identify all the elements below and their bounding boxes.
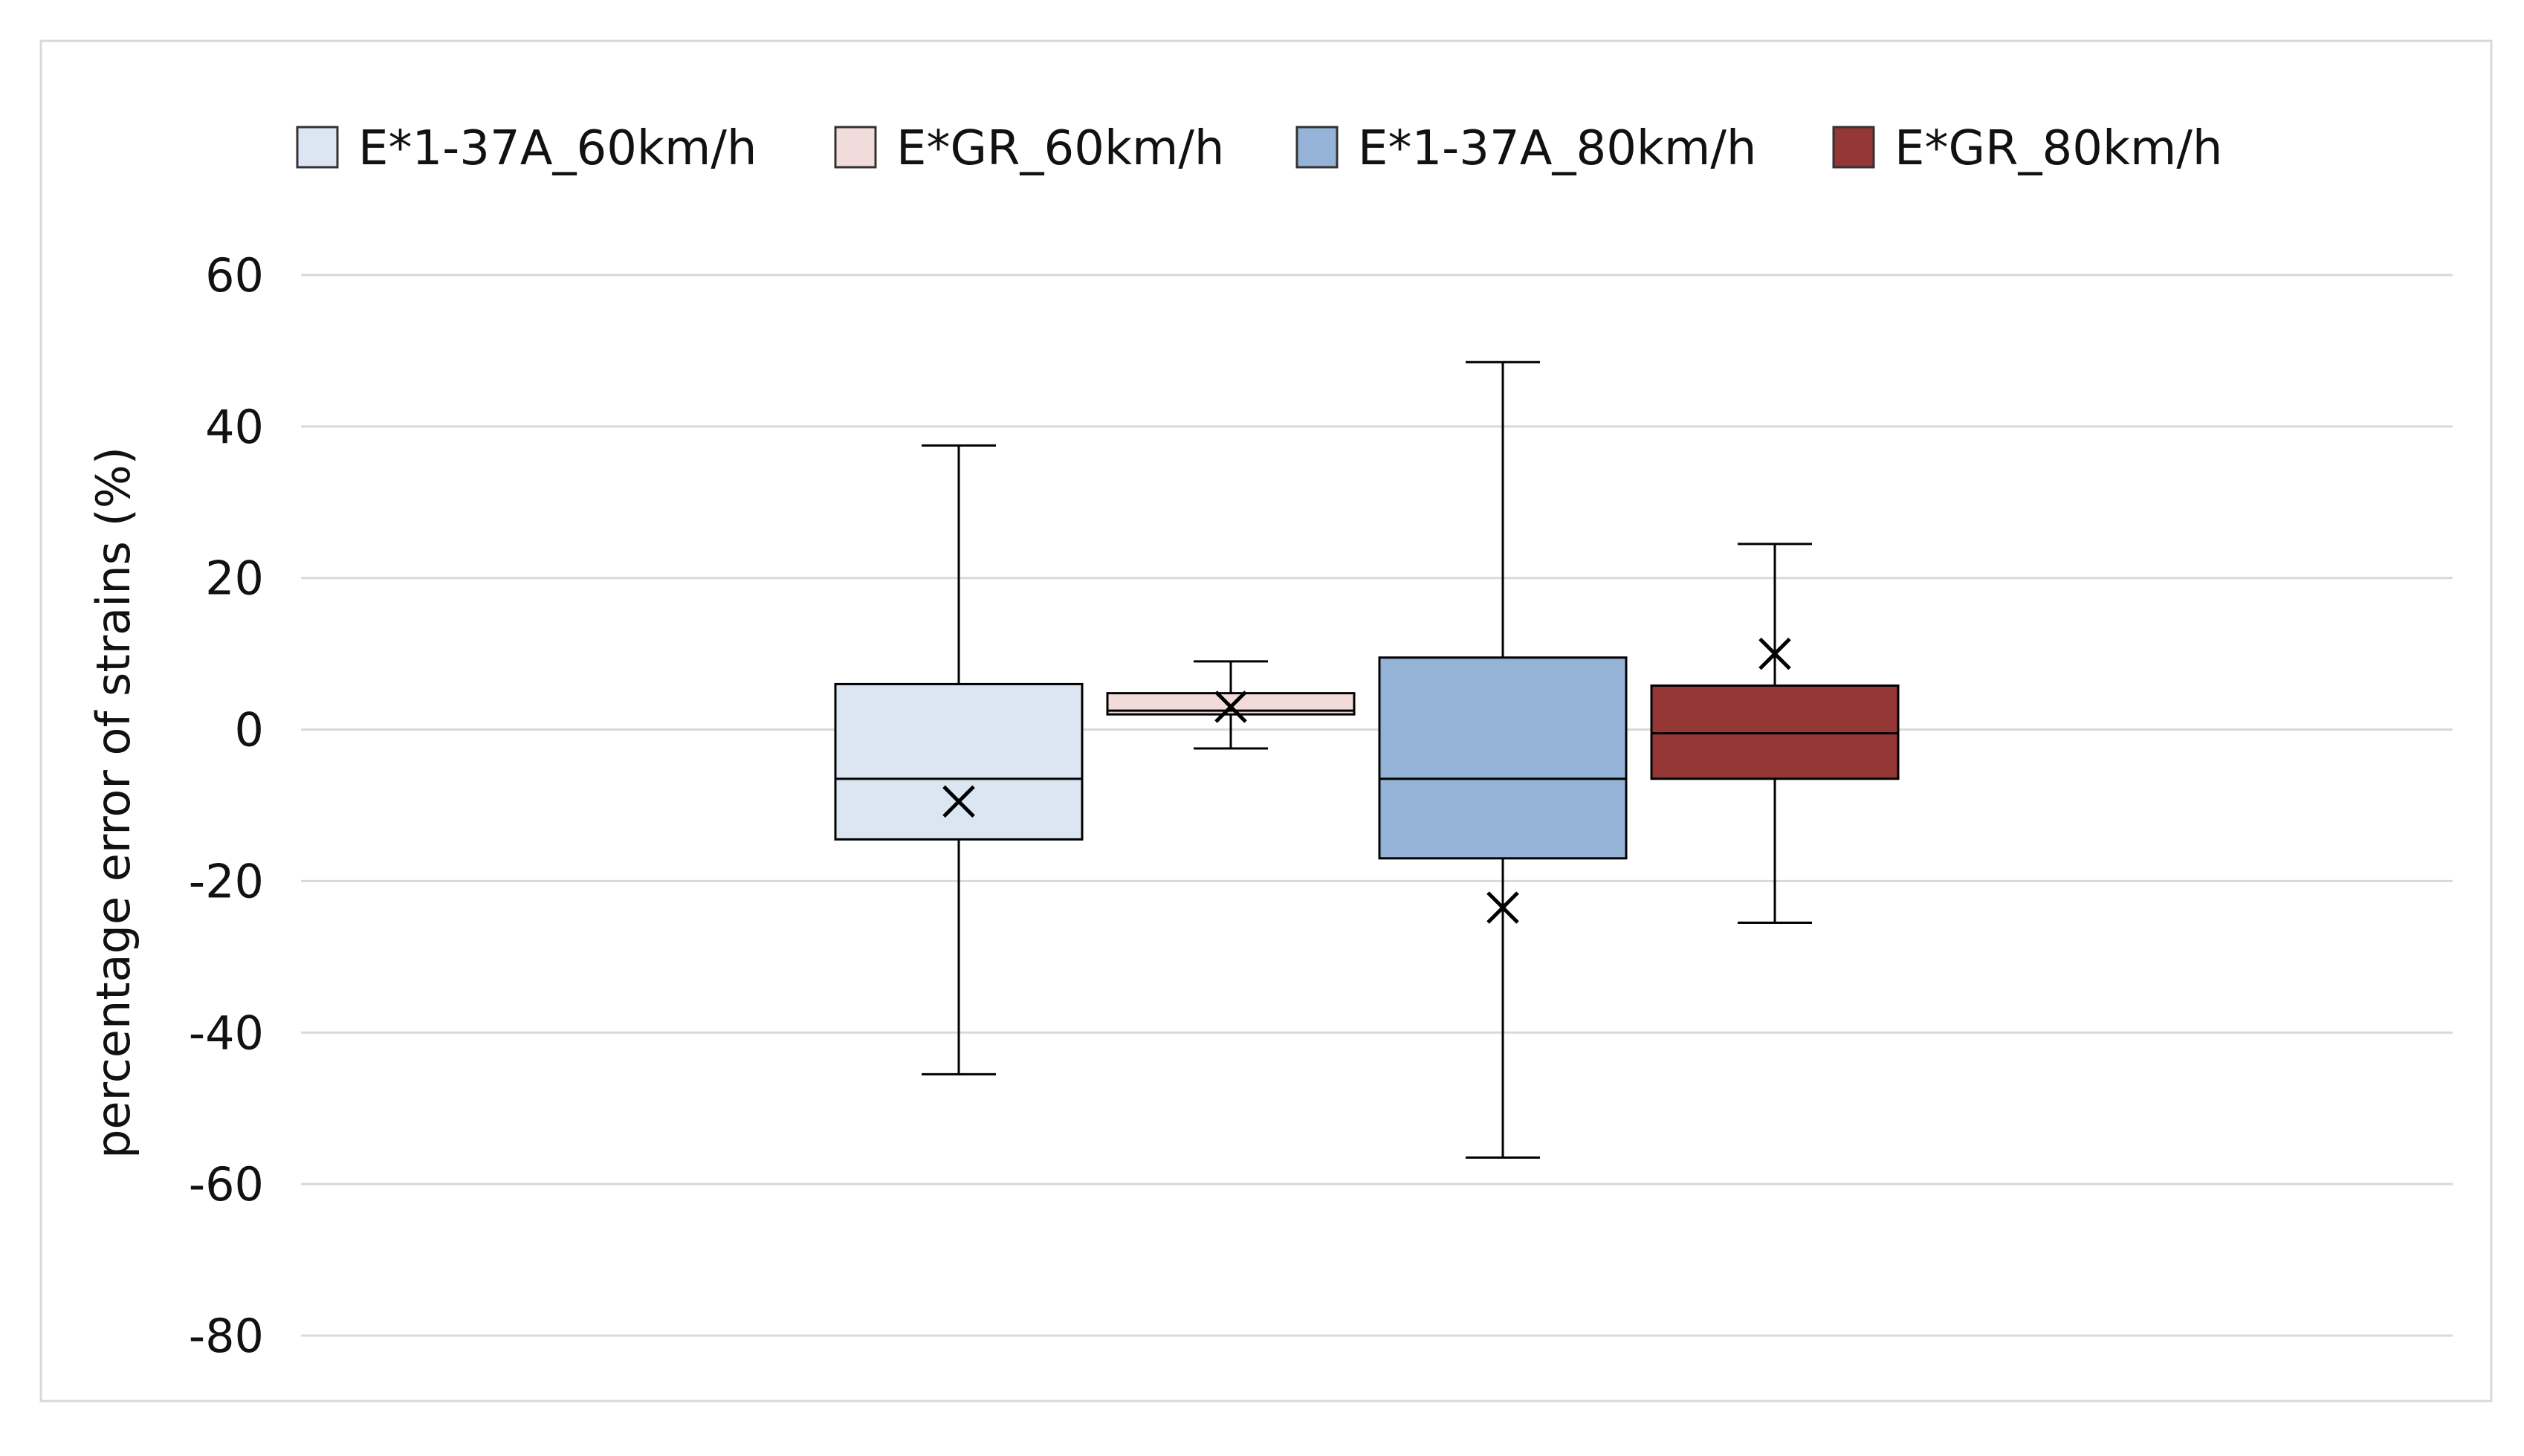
y-tick-label: 40	[205, 400, 264, 454]
y-axis-label: percentage error of strains (%)	[86, 447, 140, 1159]
box-2	[1106, 660, 1356, 750]
legend-item-4: E*GR_80km/h	[1832, 121, 2222, 176]
legend-label: E*GR_80km/h	[1894, 121, 2222, 176]
legend-item-3: E*1-37A_80km/h	[1295, 121, 1756, 176]
y-tick-label: 0	[235, 703, 264, 757]
legend-swatch	[296, 126, 339, 169]
y-tick-label: -20	[189, 854, 264, 908]
box-3	[1378, 360, 1628, 1159]
legend-item-2: E*GR_60km/h	[834, 121, 1224, 176]
legend-swatch	[1295, 126, 1339, 169]
iqr-box	[834, 682, 1084, 841]
mean-marker	[942, 785, 975, 818]
mean-marker	[1758, 637, 1791, 670]
mean-stroke	[1486, 891, 1519, 924]
mean-stroke	[942, 785, 975, 818]
chart-border	[39, 39, 2493, 1402]
y-tick-label: 60	[205, 248, 264, 302]
legend-label: E*1-37A_80km/h	[1358, 121, 1756, 176]
y-tick-label: 20	[205, 551, 264, 606]
box-1	[834, 444, 1084, 1075]
box-4	[1650, 543, 1900, 924]
mean-stroke	[1214, 690, 1247, 723]
legend-swatch	[1832, 126, 1875, 169]
y-axis: 60 40 20 0 -20 -40 -60 -80	[189, 248, 264, 1363]
legend-swatch	[834, 126, 877, 169]
y-tick-label: -40	[189, 1006, 264, 1060]
boxes	[834, 360, 1900, 1159]
gridlines	[301, 274, 2453, 1337]
legend-item-1: E*1-37A_60km/h	[296, 121, 757, 176]
mean-stroke	[1758, 637, 1791, 670]
legend-label: E*GR_60km/h	[896, 121, 1224, 176]
mean-marker	[1486, 891, 1519, 924]
y-tick-label: -60	[189, 1157, 264, 1211]
iqr-box	[1650, 684, 1900, 780]
legend: E*1-37A_60km/h E*GR_60km/h E*1-37A_80km/h E…	[296, 121, 2222, 176]
legend-label: E*1-37A_60km/h	[358, 121, 757, 176]
mean-marker	[1214, 690, 1247, 723]
iqr-box	[1378, 656, 1628, 860]
y-tick-label: -80	[189, 1309, 264, 1363]
